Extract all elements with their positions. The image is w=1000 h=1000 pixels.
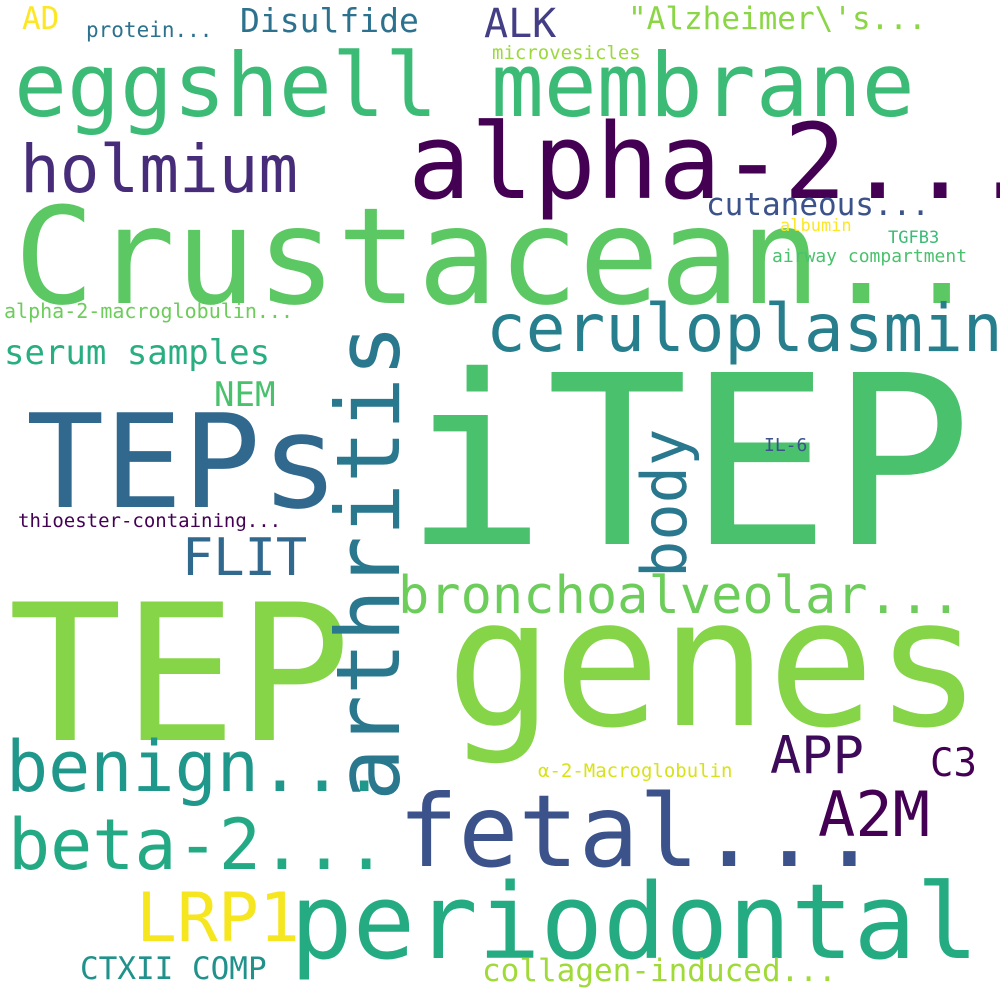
word-alpha-2: alpha-2... — [408, 101, 1000, 223]
word-genes: genes — [446, 560, 982, 767]
word-nem: NEM — [214, 375, 276, 415]
word-alpha-macroglobulin: α-2-Macroglobulin — [538, 760, 733, 782]
word-disulfide: Disulfide — [240, 1, 419, 40]
word-microvesicles: microvesicles — [492, 42, 641, 64]
word-il-6: IL-6 — [764, 435, 808, 456]
word-app: APP — [770, 726, 864, 786]
word-crustacean: Crustacean... — [14, 179, 1000, 335]
word-teps: TEPs — [26, 386, 340, 538]
word-thioester-containing: thioester-containing... — [18, 510, 282, 532]
word-protein: protein... — [86, 18, 213, 42]
word-ad: AD — [22, 1, 60, 37]
word-serum-samples: serum samples — [4, 333, 271, 373]
word-alpha-2-macroglobulin: alpha-2-macroglobulin... — [4, 299, 293, 323]
word-cutaneous: cutaneous... — [706, 187, 930, 223]
word-eggshell-membrane: eggshell membrane — [14, 34, 915, 137]
word-alk: ALK — [484, 1, 557, 47]
word-ctxii-comp: CTXII COMP — [80, 951, 267, 987]
word-flit: FLIT — [182, 528, 308, 588]
word-alzheimers: "Alzheimer\'s... — [628, 1, 927, 37]
word-lrp1: LRP1 — [136, 879, 300, 958]
word-collagen-induced: collagen-induced... — [482, 953, 837, 989]
word-body: body — [628, 428, 701, 578]
word-beta-2: beta-2... — [8, 804, 388, 886]
word-ceruloplasmin: ceruloplasmin — [486, 290, 1000, 367]
word-bronchoalveolar: bronchoalveolar... — [398, 566, 962, 626]
word-fetal: fetal... — [398, 773, 880, 890]
word-a2m: A2M — [818, 778, 930, 851]
word-itep: iTEP — [404, 325, 973, 600]
word-airway-compartment: airway compartment — [772, 246, 968, 267]
word-albumin: albumin — [780, 216, 852, 236]
word-holmium: holmium — [20, 131, 299, 208]
word-benign: benign... — [6, 726, 386, 808]
word-tgfb3: TGFB3 — [888, 228, 940, 248]
word-tep: TEP — [8, 564, 352, 785]
word-c3: C3 — [930, 741, 977, 786]
word-periodontal: periodontal — [290, 861, 979, 983]
